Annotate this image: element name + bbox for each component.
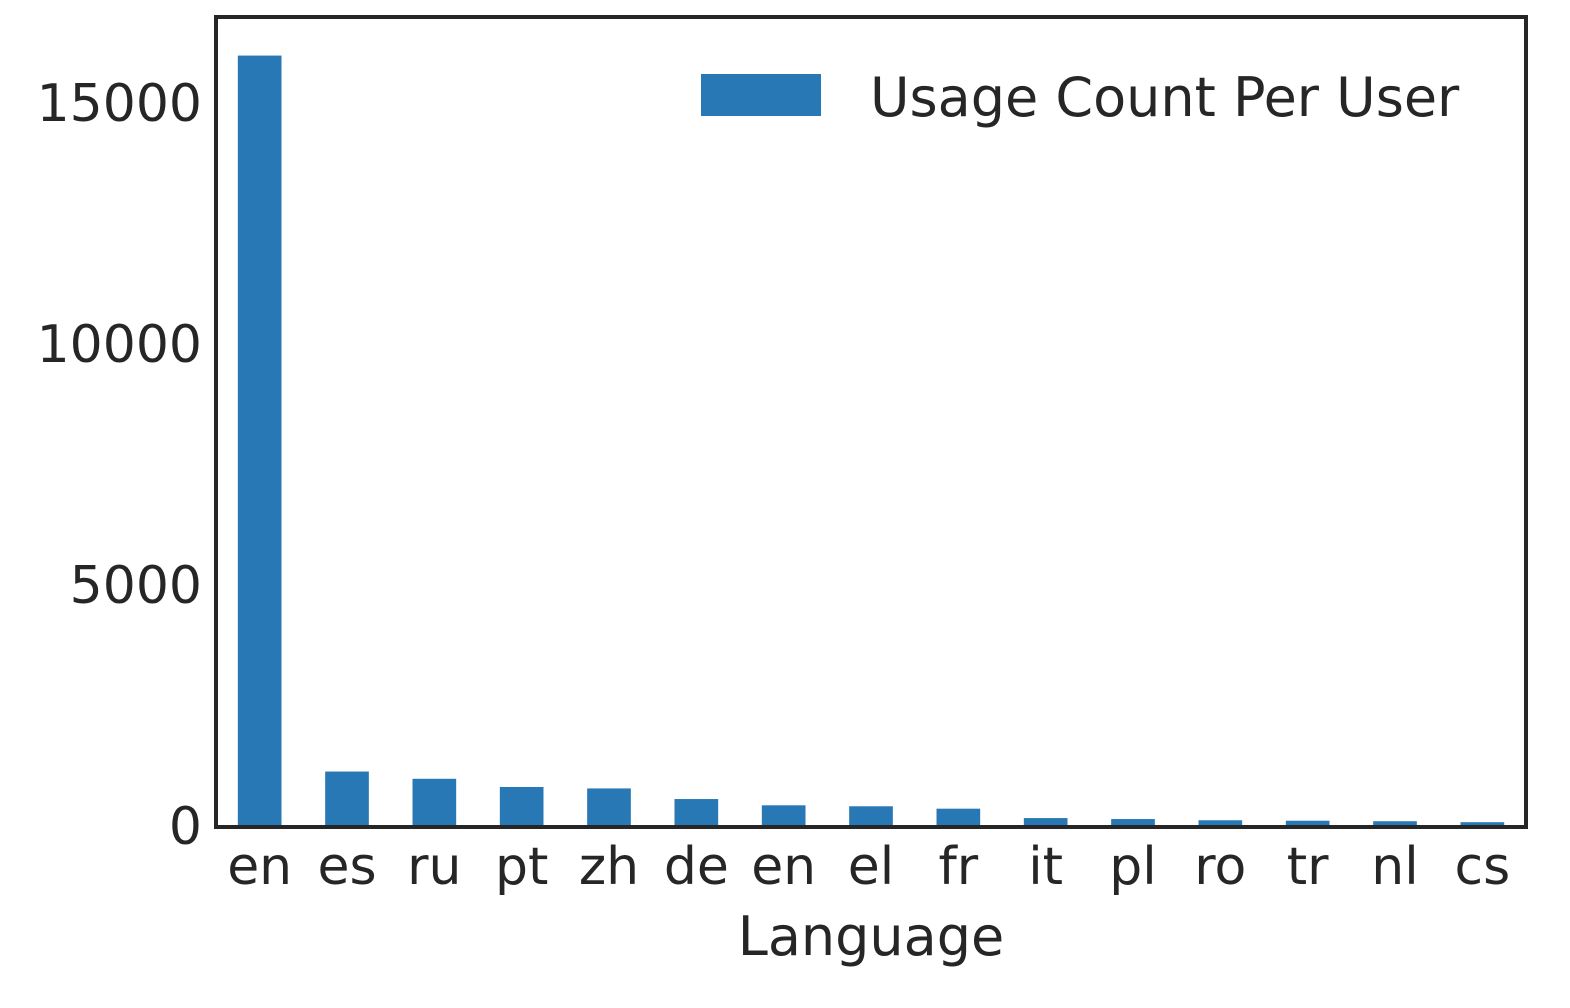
legend-label: Usage Count Per User xyxy=(870,66,1460,129)
x-tick-label: ro xyxy=(1194,837,1246,897)
bar-en-0 xyxy=(237,55,282,827)
bar-ro-11 xyxy=(1198,820,1243,827)
y-tick-label: 15000 xyxy=(37,74,202,134)
y-tick-label: 10000 xyxy=(37,315,202,375)
bar-fr-8 xyxy=(936,808,981,827)
x-tick-label: en xyxy=(227,837,292,897)
x-tick-label: fr xyxy=(938,837,978,897)
bars-group xyxy=(237,55,1505,827)
x-tick-label: pt xyxy=(495,837,548,897)
x-tick-label: cs xyxy=(1454,837,1510,897)
x-axis-label: Language xyxy=(738,905,1005,968)
bar-es-1 xyxy=(325,771,369,827)
bar-it-9 xyxy=(1023,818,1068,827)
bar-tr-12 xyxy=(1285,820,1330,827)
x-tick-label: nl xyxy=(1371,837,1418,897)
bar-zh-4 xyxy=(587,788,631,827)
x-tick-label: zh xyxy=(579,837,639,897)
x-tick-label: es xyxy=(317,837,376,897)
bar-en-6 xyxy=(761,805,806,827)
plot-frame xyxy=(214,15,1528,829)
bar-pt-3 xyxy=(499,786,544,827)
y-tick-labels: 0 5000 10000 15000 xyxy=(37,74,202,857)
x-tick-label: it xyxy=(1028,837,1063,897)
bar-nl-13 xyxy=(1373,821,1417,827)
bar-de-5 xyxy=(674,799,719,827)
y-tick-label: 5000 xyxy=(70,556,202,616)
x-tick-labels: en es ru pt zh de en el fr it pl ro tr nl cs xyxy=(227,837,1510,897)
legend: Usage Count Per User xyxy=(701,66,1460,129)
bar-cs-14 xyxy=(1460,822,1505,827)
x-tick-label: tr xyxy=(1287,837,1329,897)
x-tick-label: pl xyxy=(1109,837,1156,897)
x-tick-label: el xyxy=(848,837,894,897)
bar-ru-2 xyxy=(412,778,457,827)
bar-pl-10 xyxy=(1111,819,1155,827)
legend-swatch xyxy=(701,74,821,116)
bar-el-7 xyxy=(849,806,893,827)
x-tick-label: en xyxy=(751,837,816,897)
y-tick-label: 0 xyxy=(169,797,202,857)
x-tick-label: de xyxy=(664,837,729,897)
x-tick-label: ru xyxy=(407,837,461,897)
